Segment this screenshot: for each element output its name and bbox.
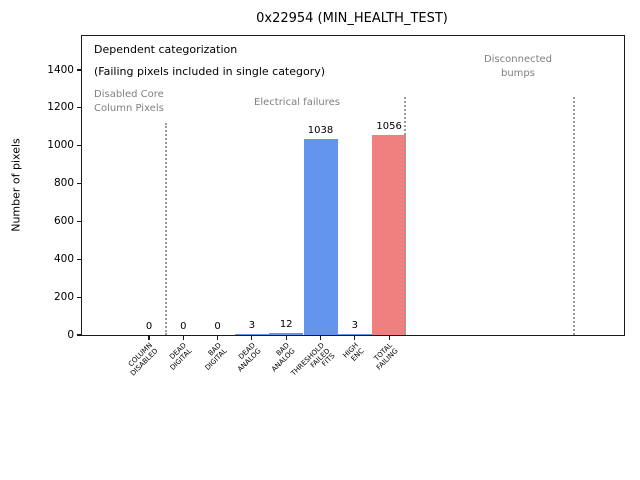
bar-value-label: 3: [248, 320, 256, 331]
y-axis-tick-label: 400: [53, 252, 74, 265]
chart-title: 0x22954 (MIN_HEALTH_TEST): [256, 11, 448, 26]
y-axis-tick-label: 600: [53, 214, 74, 227]
y-axis-tick-label: 1200: [47, 101, 74, 114]
bar-value-label: 0: [145, 321, 153, 332]
y-axis-tick: [77, 334, 81, 336]
x-axis-tick: [319, 336, 322, 340]
y-axis-tick: [77, 220, 81, 223]
y-axis-tick: [77, 183, 81, 185]
x-axis-tick: [354, 336, 356, 340]
bar-value-label: 0: [180, 321, 187, 332]
y-axis-tick-label: 200: [53, 290, 74, 303]
x-axis-tick: [285, 336, 287, 340]
region-divider-line: [404, 97, 406, 335]
y-axis-tick: [77, 258, 81, 260]
y-axis-tick: [77, 69, 81, 71]
annotation-dependent-categorization: Dependent categorization: [94, 43, 238, 56]
region-label-disconnected-bumps: Disconnected bumps: [483, 54, 553, 79]
bar-high-enc: [337, 334, 372, 335]
y-axis-tick: [77, 296, 81, 298]
annotation-failing-pixels-note: (Failing pixels included in single categ…: [94, 65, 326, 78]
x-axis-tick: [251, 336, 253, 340]
y-axis-label: Number of pixels: [9, 138, 23, 232]
bar-dead-analog: [234, 334, 269, 335]
y-axis-tick-label: 0: [67, 328, 74, 341]
y-axis-tick-label: 1400: [47, 63, 74, 76]
x-axis-tick: [182, 336, 184, 340]
bar-total-failing: [372, 135, 407, 335]
region-label-electrical-failures: Electrical failures: [254, 97, 340, 108]
bar-value-label: 0: [214, 321, 221, 332]
y-axis-tick: [77, 107, 81, 109]
bar-value-label: 1056: [376, 121, 402, 132]
region-divider-line: [165, 123, 167, 335]
y-axis-tick: [77, 145, 81, 147]
bar-value-label: 1038: [307, 125, 334, 136]
plot-area: Dependent categorization (Failing pixels…: [47, 35, 625, 378]
y-axis-tick-label: 800: [53, 177, 74, 190]
region-label-disabled-core-column-pixels: Disabled Core Column Pixels: [94, 89, 164, 114]
bar-value-label: 3: [351, 320, 358, 331]
x-axis-tick: [148, 336, 150, 340]
y-axis-tick-label: 1000: [47, 139, 74, 152]
bar-value-label: 12: [279, 319, 293, 330]
x-axis-tick: [217, 336, 219, 340]
bar-bad-analog: [269, 333, 304, 335]
bar-threshold-failed-fits: [303, 139, 338, 335]
x-axis-tick: [388, 336, 390, 340]
region-divider-line: [573, 97, 575, 335]
